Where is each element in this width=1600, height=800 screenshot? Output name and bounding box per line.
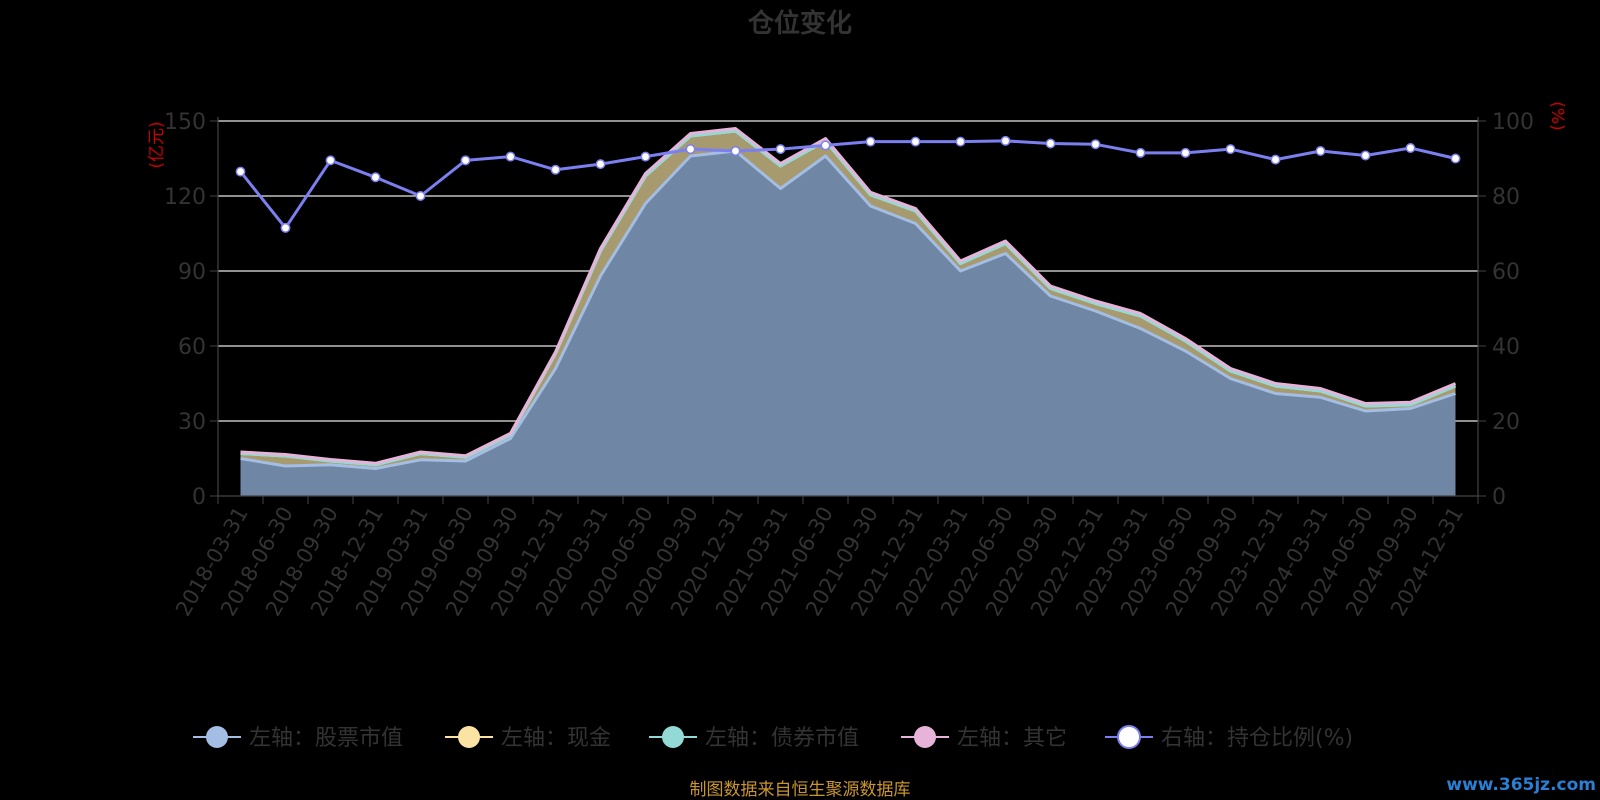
ratio-point <box>1000 135 1011 146</box>
ratio-point <box>1135 147 1146 158</box>
y-right-tick-label: 60 <box>1492 260 1520 285</box>
ratio-point <box>415 191 426 201</box>
legend-label: 左轴：其它 <box>957 726 1067 751</box>
y-left-tick-label: 0 <box>192 485 206 510</box>
legend-label: 左轴：现金 <box>501 726 611 751</box>
legend-item[interactable]: 左轴：债券市值 <box>649 726 859 751</box>
watermark: www.365jz.com <box>1446 775 1596 795</box>
ratio-point <box>1225 144 1236 155</box>
area-line-左轴：股票市值 <box>240 149 1456 470</box>
ratio-point <box>820 140 831 151</box>
ratio-point <box>370 172 381 183</box>
ratio-point <box>955 136 966 147</box>
legend-marker <box>662 726 684 748</box>
y-left-tick-label: 120 <box>164 185 206 210</box>
ratio-point <box>1180 147 1191 158</box>
legend[interactable]: 左轴：股票市值 左轴：现金 左轴：债券市值 左轴：其它 右轴：持仓比例(%) <box>193 725 1353 751</box>
y-left-tick-label: 90 <box>178 260 206 285</box>
ratio-point <box>550 164 561 175</box>
y-right-tick-label: 80 <box>1492 185 1520 210</box>
y-left-tick-label: 30 <box>178 410 206 435</box>
legend-marker <box>914 726 936 748</box>
ratio-point <box>730 146 741 156</box>
ratio-line-path <box>239 139 1456 230</box>
ratio-point <box>640 151 651 162</box>
y-right-tick-label: 0 <box>1492 485 1506 510</box>
y-right-tick-label: 100 <box>1492 110 1534 135</box>
ratio-point <box>685 144 696 155</box>
area-左轴：股票市值 <box>240 151 1456 496</box>
ratio-point <box>1450 153 1461 164</box>
ratio-point <box>910 136 921 147</box>
y-right-tick-label: 40 <box>1492 335 1520 360</box>
ratio-point <box>595 159 606 170</box>
legend-label: 左轴：股票市值 <box>249 726 403 751</box>
legend-marker <box>458 726 480 748</box>
legend-item[interactable]: 左轴：现金 <box>445 726 611 751</box>
ratio-point <box>235 166 246 177</box>
data-source-note: 制图数据来自恒生聚源数据库 <box>690 780 911 800</box>
ratio-point <box>280 222 291 233</box>
ratio-point <box>775 144 786 155</box>
ratio-point <box>505 151 516 162</box>
ratio-point <box>1045 138 1056 149</box>
left-axis-unit: (亿元) <box>147 121 167 168</box>
ratio-point <box>1360 150 1371 161</box>
ratio-point <box>865 136 876 147</box>
ratio-point <box>1270 154 1281 165</box>
legend-label: 左轴：债券市值 <box>705 726 859 751</box>
ratio-point <box>325 155 336 166</box>
y-left-tick-label: 150 <box>164 110 206 135</box>
ratio-point <box>460 155 471 166</box>
legend-item[interactable]: 左轴：股票市值 <box>193 726 403 751</box>
legend-item[interactable]: 左轴：其它 <box>901 726 1067 751</box>
area-line-左轴：其它 <box>240 127 1457 465</box>
right-axis-unit: (%) <box>1547 101 1567 130</box>
y-left-tick-label: 60 <box>178 335 206 360</box>
legend-marker <box>1117 725 1141 749</box>
legend-item[interactable]: 右轴：持仓比例(%) <box>1105 725 1353 751</box>
ratio-point <box>1405 143 1416 153</box>
ratio-point <box>1090 139 1101 150</box>
legend-label: 右轴：持仓比例(%) <box>1161 726 1353 751</box>
ratio-line <box>235 135 1461 233</box>
ratio-point <box>1315 146 1326 156</box>
chart-title: 仓位变化 <box>747 8 852 39</box>
y-right-tick-label: 20 <box>1492 410 1520 435</box>
stacked-areas <box>240 127 1457 496</box>
legend-marker <box>206 726 228 748</box>
